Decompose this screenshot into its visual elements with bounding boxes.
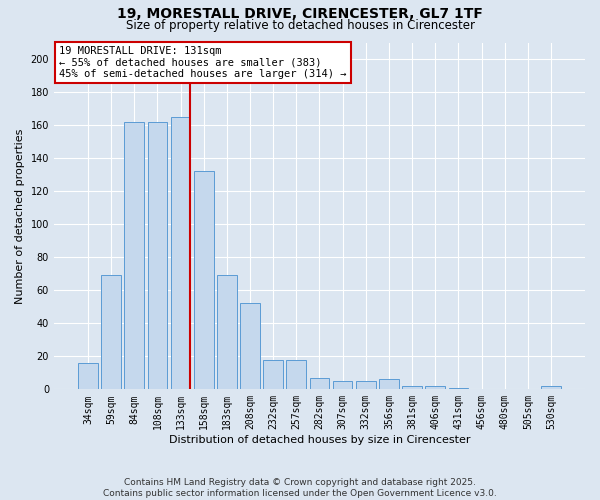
Bar (379, 380, 399, 390)
X-axis label: Distribution of detached houses by size in Cirencester: Distribution of detached houses by size … (169, 435, 470, 445)
Bar (217, 276, 236, 390)
Bar (286, 360, 306, 390)
Bar (148, 122, 167, 390)
Bar (310, 378, 329, 390)
Bar (124, 122, 144, 390)
Y-axis label: Number of detached properties: Number of detached properties (15, 128, 25, 304)
Bar (78, 363, 98, 390)
Text: 19 MORESTALL DRIVE: 131sqm
← 55% of detached houses are smaller (383)
45% of sem: 19 MORESTALL DRIVE: 131sqm ← 55% of deta… (59, 46, 347, 79)
Bar (263, 360, 283, 390)
Bar (449, 388, 468, 390)
Text: Size of property relative to detached houses in Cirencester: Size of property relative to detached ho… (125, 19, 475, 32)
Bar (170, 117, 190, 390)
Bar (194, 172, 214, 390)
Bar (356, 381, 376, 390)
Bar (101, 276, 121, 390)
Bar (333, 381, 352, 390)
Bar (541, 386, 561, 390)
Bar (402, 386, 422, 390)
Text: Contains HM Land Registry data © Crown copyright and database right 2025.
Contai: Contains HM Land Registry data © Crown c… (103, 478, 497, 498)
Bar (425, 386, 445, 390)
Text: 19, MORESTALL DRIVE, CIRENCESTER, GL7 1TF: 19, MORESTALL DRIVE, CIRENCESTER, GL7 1T… (117, 8, 483, 22)
Bar (240, 304, 260, 390)
